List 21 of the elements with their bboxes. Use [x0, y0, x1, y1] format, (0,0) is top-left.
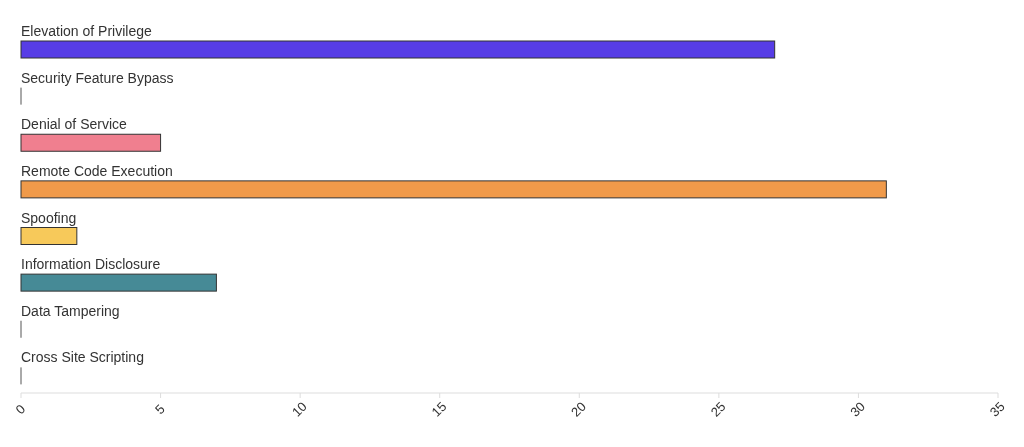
- x-tick-label: 5: [151, 401, 168, 418]
- x-tick-label: 20: [568, 398, 589, 420]
- y-tick-label: Cross Site Scripting: [21, 349, 144, 366]
- x-tick-label: 30: [847, 398, 869, 420]
- y-tick-label: Spoofing: [21, 209, 77, 226]
- x-tick-label: 25: [707, 398, 729, 420]
- x-tick-label: 15: [428, 398, 450, 420]
- x-tick-label: 10: [288, 398, 310, 420]
- y-tick-label: Remote Code Execution: [21, 162, 173, 179]
- bar: [20, 273, 217, 292]
- bar: [20, 180, 887, 199]
- x-tick-label: 35: [986, 398, 1008, 420]
- bar: [20, 133, 162, 152]
- x-tick-label: 0: [12, 401, 29, 418]
- bar: [20, 40, 776, 59]
- y-tick-label: Data Tampering: [21, 302, 120, 319]
- bar: [20, 227, 78, 245]
- y-tick-label: Denial of Service: [21, 116, 128, 133]
- y-tick-label: Information Disclosure: [21, 256, 161, 273]
- y-tick-label: Security Feature Bypass: [21, 69, 174, 86]
- y-tick-label: Elevation of Privilege: [21, 23, 152, 39]
